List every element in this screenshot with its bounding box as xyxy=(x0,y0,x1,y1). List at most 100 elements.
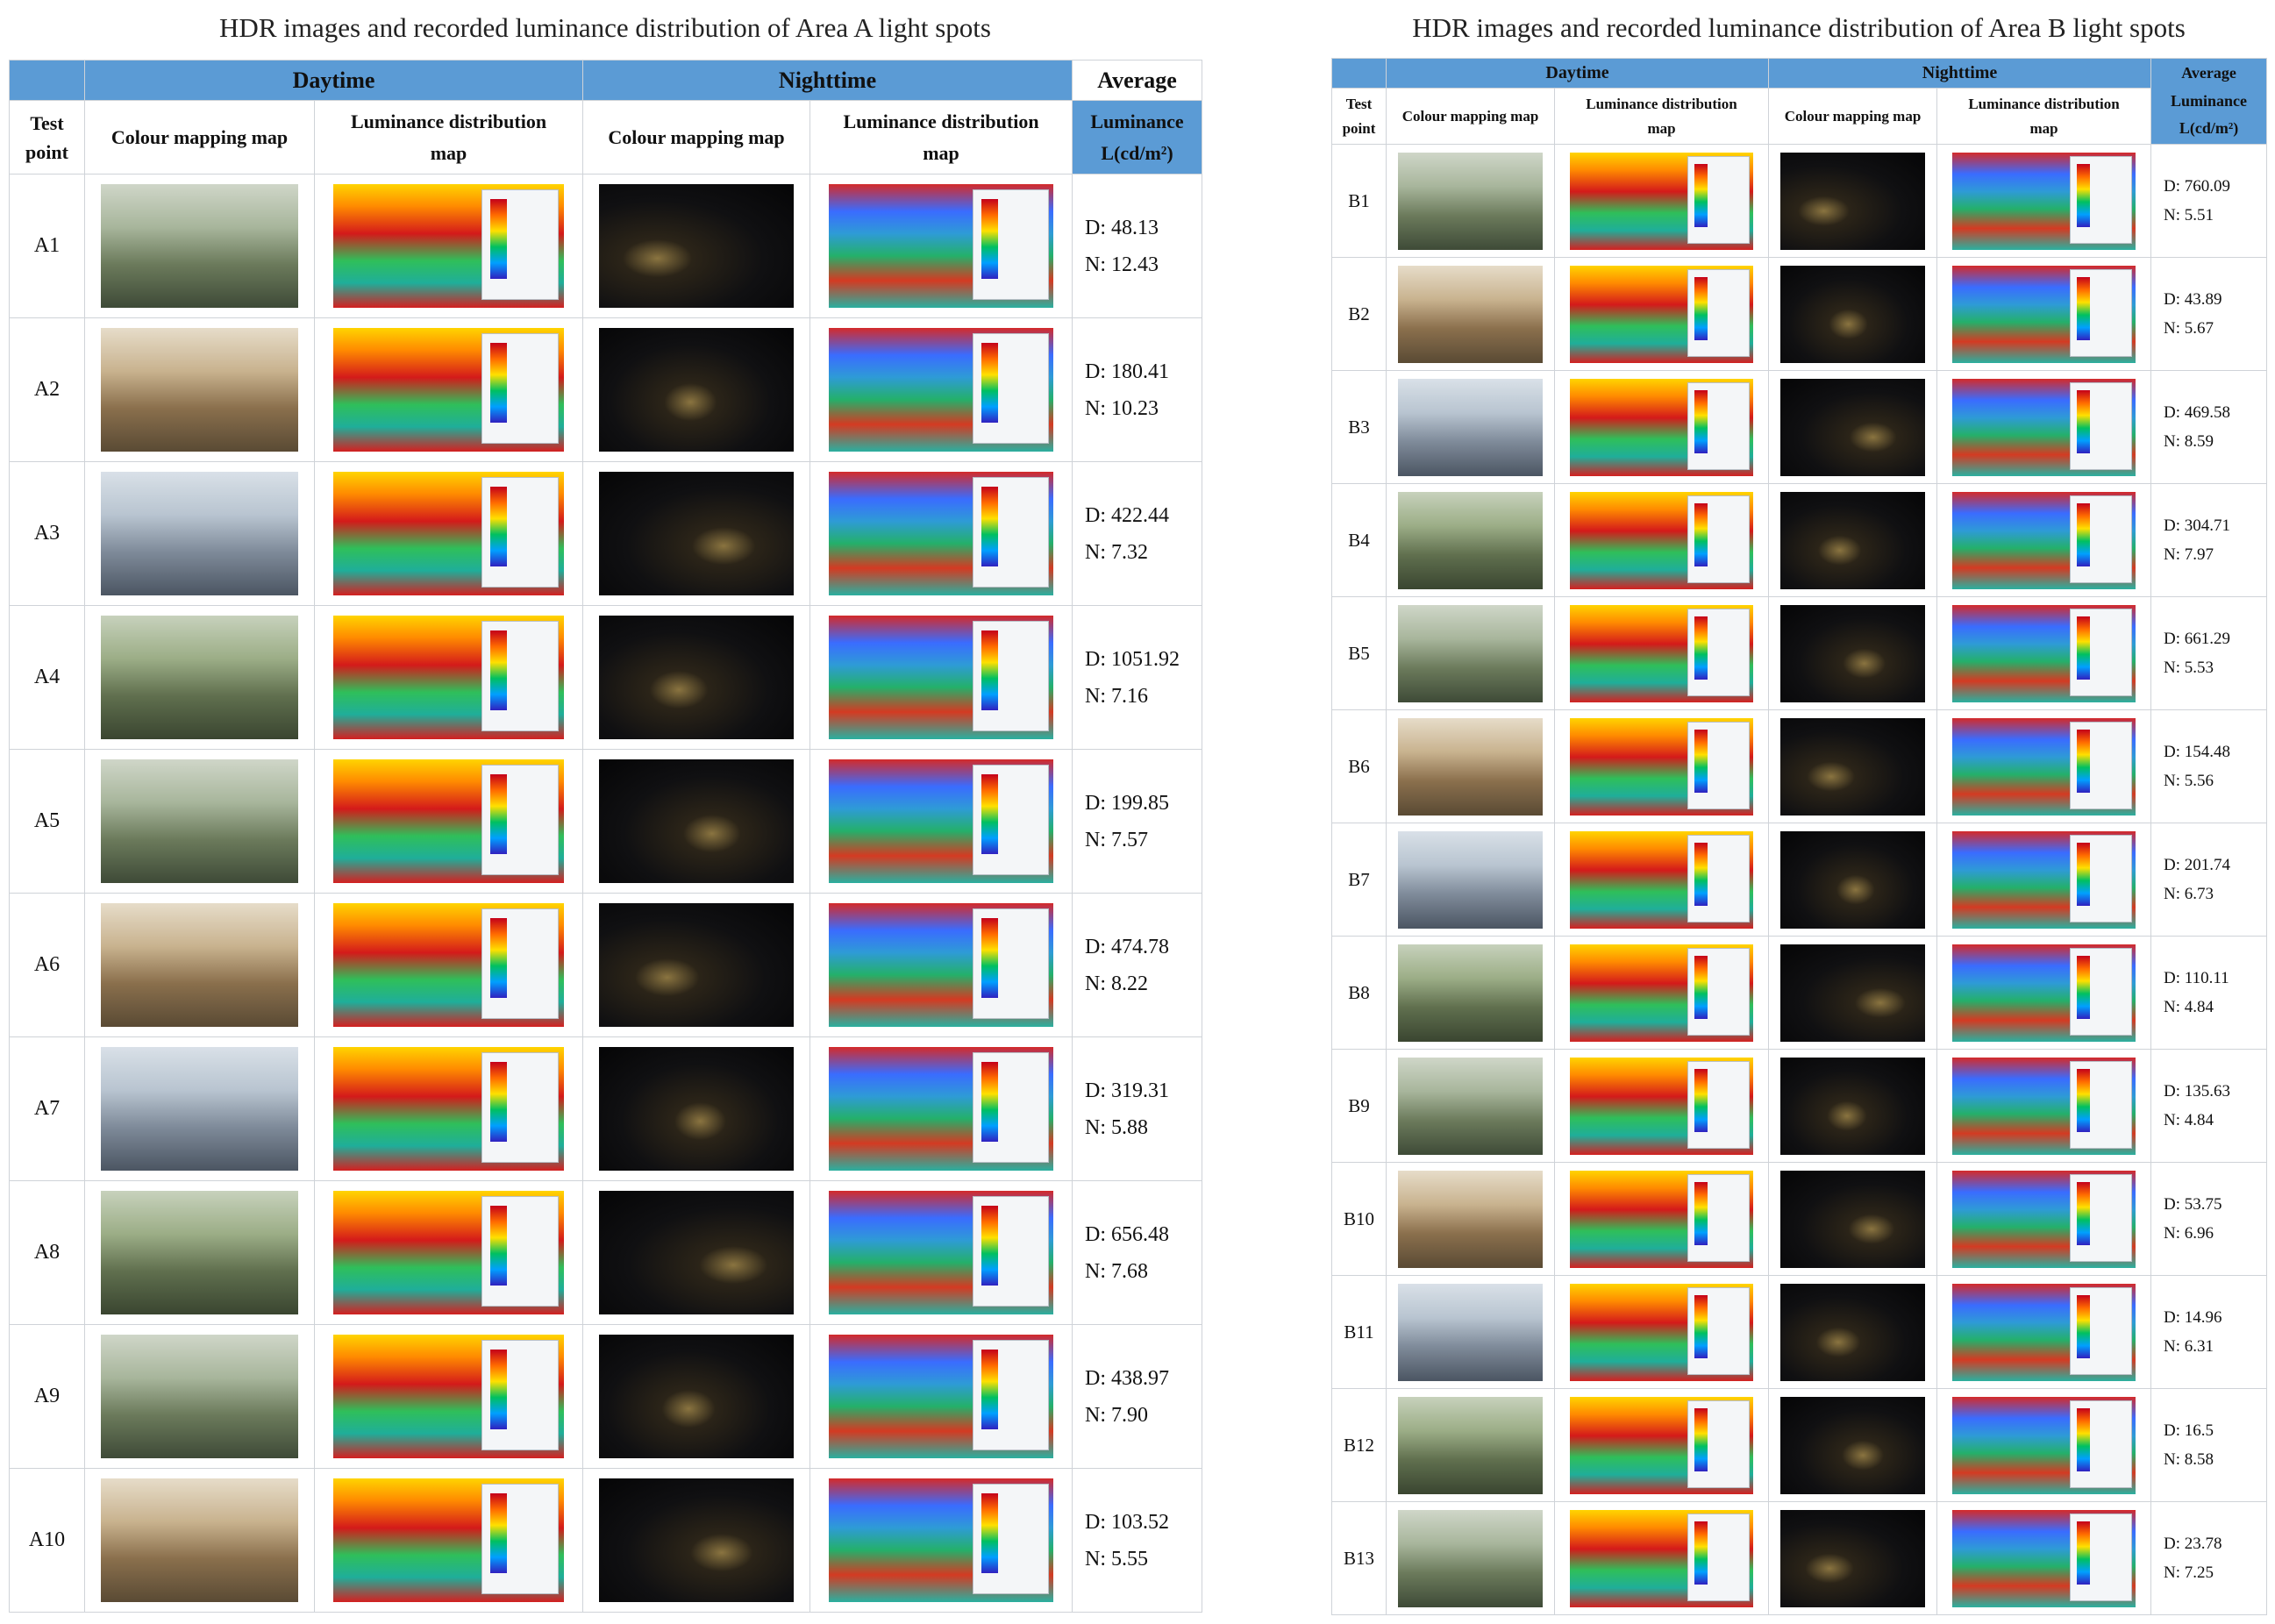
daytime-luminance-map xyxy=(1570,152,1753,250)
daytime-luminance-map xyxy=(333,759,564,883)
night-lum-cell xyxy=(809,1324,1073,1469)
luminance-legend xyxy=(481,908,560,1019)
test-point-label: A7 xyxy=(9,1036,85,1181)
day-photo-cell xyxy=(1386,936,1555,1050)
daytime-photo xyxy=(1398,604,1543,702)
day-luminance-value: D: 474.78 xyxy=(1085,935,1170,958)
nighttime-photo xyxy=(1780,604,1925,702)
luminance-legend xyxy=(481,1483,560,1594)
day-luminance-value: D: 180.41 xyxy=(1085,360,1170,383)
night-luminance-value: N: 5.55 xyxy=(1085,1547,1149,1571)
luminance-legend xyxy=(1687,1513,1750,1601)
table-row: A5 D: 199.85 N: 7.57 xyxy=(9,749,1203,894)
night-luminance-value: N: 12.43 xyxy=(1085,253,1159,276)
luminance-legend xyxy=(1687,608,1750,696)
day-luminance-value: D: 661.29 xyxy=(2164,629,2231,648)
header-lum-map-night: Luminance distribution map xyxy=(1936,88,2152,145)
daytime-luminance-map xyxy=(1570,717,1753,816)
test-point-label: B4 xyxy=(1331,483,1387,597)
day-lum-cell xyxy=(1553,1049,1770,1163)
average-luminance-cell: D: 180.41 N: 10.23 xyxy=(1072,317,1203,462)
test-point-label: A5 xyxy=(9,749,85,894)
day-luminance-value: D: 14.96 xyxy=(2164,1307,2222,1327)
day-luminance-value: D: 135.63 xyxy=(2164,1081,2231,1100)
header-nighttime: Nighttime xyxy=(1768,58,2152,89)
average-luminance-cell: D: 103.52 N: 5.55 xyxy=(1072,1468,1203,1613)
luminance-legend xyxy=(2069,1400,2132,1488)
luminance-legend xyxy=(2069,495,2132,583)
daytime-luminance-map xyxy=(333,328,564,452)
night-lum-cell xyxy=(809,749,1073,894)
day-lum-cell xyxy=(313,317,584,462)
night-photo-cell xyxy=(582,461,811,606)
night-lum-cell xyxy=(1936,144,2152,258)
daytime-luminance-map xyxy=(333,903,564,1027)
night-lum-cell xyxy=(1936,1162,2152,1276)
test-point-label: B10 xyxy=(1331,1162,1387,1276)
test-point-label: B1 xyxy=(1331,144,1387,258)
day-photo-cell xyxy=(1386,144,1555,258)
night-photo-cell xyxy=(582,1036,811,1181)
header-lum-map-day: Luminance distribution map xyxy=(313,100,584,175)
nighttime-luminance-map xyxy=(1952,1057,2136,1155)
luminance-legend xyxy=(1687,381,1750,470)
header-lum-map-day: Luminance distribution map xyxy=(1553,88,1770,145)
test-point-label: B6 xyxy=(1331,709,1387,823)
average-luminance-cell: D: 16.5 N: 8.58 xyxy=(2150,1388,2268,1502)
day-luminance-value: D: 422.44 xyxy=(1085,503,1170,527)
nighttime-photo xyxy=(599,184,794,308)
daytime-photo xyxy=(1398,265,1543,363)
day-luminance-value: D: 304.71 xyxy=(2164,516,2231,535)
luminance-legend xyxy=(973,1195,1050,1307)
test-point-label: A9 xyxy=(9,1324,85,1469)
nighttime-luminance-map xyxy=(1952,1509,2136,1607)
night-photo-cell xyxy=(582,893,811,1037)
nighttime-luminance-map xyxy=(828,1478,1054,1602)
day-photo-cell xyxy=(84,174,315,318)
daytime-photo xyxy=(1398,1283,1543,1381)
night-photo-cell xyxy=(1768,257,1938,371)
daytime-luminance-map xyxy=(333,1335,564,1458)
table-row: B7 D: 201.74 N: 6.73 xyxy=(1331,823,2268,937)
day-luminance-value: D: 16.5 xyxy=(2164,1421,2214,1440)
day-lum-cell xyxy=(1553,1501,1770,1615)
daytime-luminance-map xyxy=(1570,491,1753,589)
day-photo-cell xyxy=(1386,1049,1555,1163)
luminance-legend xyxy=(973,908,1050,1019)
table-row: B10 D: 53.75 N: 6.96 xyxy=(1331,1162,2268,1276)
night-lum-cell xyxy=(1936,483,2152,597)
night-luminance-value: N: 7.32 xyxy=(1085,540,1149,564)
nighttime-luminance-map xyxy=(1952,1283,2136,1381)
luminance-legend xyxy=(973,332,1050,444)
nighttime-luminance-map xyxy=(1952,265,2136,363)
night-photo-cell xyxy=(582,317,811,462)
night-lum-cell xyxy=(1936,936,2152,1050)
daytime-photo xyxy=(1398,944,1543,1042)
test-point-label: B5 xyxy=(1331,596,1387,710)
nighttime-photo xyxy=(1780,830,1925,929)
daytime-photo xyxy=(1398,830,1543,929)
nighttime-photo xyxy=(1780,1283,1925,1381)
day-luminance-value: D: 760.09 xyxy=(2164,176,2231,196)
day-photo-cell xyxy=(84,461,315,606)
nighttime-luminance-map xyxy=(828,759,1054,883)
test-point-label: B11 xyxy=(1331,1275,1387,1389)
average-luminance-cell: D: 135.63 N: 4.84 xyxy=(2150,1049,2268,1163)
test-point-label: B3 xyxy=(1331,370,1387,484)
day-photo-cell xyxy=(84,1036,315,1181)
night-lum-cell xyxy=(1936,1388,2152,1502)
day-luminance-value: D: 23.78 xyxy=(2164,1534,2222,1553)
night-photo-cell xyxy=(1768,1388,1938,1502)
nighttime-luminance-map xyxy=(828,1335,1054,1458)
nighttime-photo xyxy=(599,1335,794,1458)
luminance-legend xyxy=(2069,1060,2132,1149)
day-lum-cell xyxy=(313,893,584,1037)
nighttime-photo xyxy=(599,328,794,452)
day-lum-cell xyxy=(1553,370,1770,484)
nighttime-photo xyxy=(599,903,794,1027)
night-lum-cell xyxy=(809,1036,1073,1181)
night-lum-cell xyxy=(1936,596,2152,710)
night-lum-cell xyxy=(809,1180,1073,1325)
nighttime-luminance-map xyxy=(1952,717,2136,816)
daytime-luminance-map xyxy=(1570,1170,1753,1268)
